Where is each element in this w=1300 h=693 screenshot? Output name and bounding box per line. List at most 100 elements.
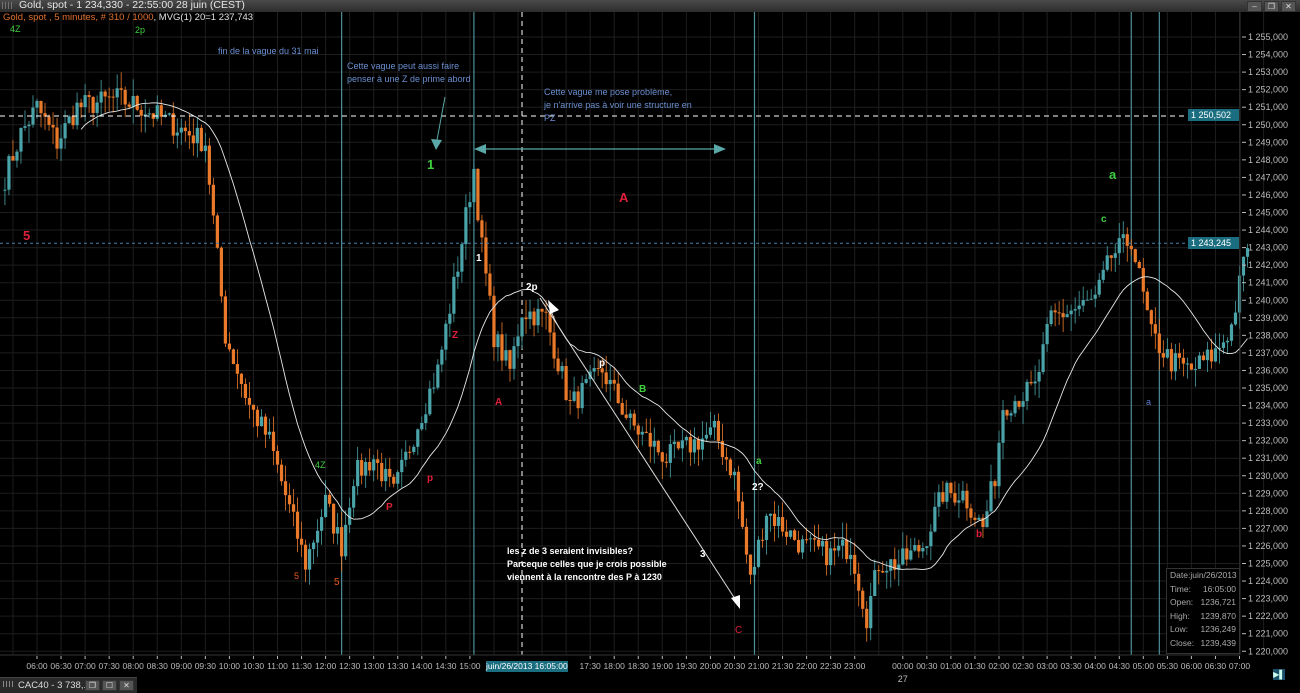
maximize-button[interactable]: ☐ xyxy=(102,680,117,691)
candle-up xyxy=(95,102,99,113)
x-tick-label: 06:00 xyxy=(26,661,48,671)
candle-down xyxy=(1153,324,1157,334)
candle-down xyxy=(11,156,15,161)
wave-label: 4Z xyxy=(315,460,326,470)
x-tick-label: 08:30 xyxy=(147,661,169,671)
candle-down xyxy=(817,539,821,547)
y-tick-label: 1 252,000 xyxy=(1248,85,1288,95)
window-title-bar: Gold, spot - 1 234,330 - 22:55:00 28 jui… xyxy=(0,0,1300,12)
candle-down xyxy=(881,571,885,573)
candle-up xyxy=(1065,314,1069,318)
x-axis: 06:00 06:30 07:00 07:30 08:00 08:30 09:00 09:30… xyxy=(0,654,1251,684)
annotation-line: les z de 3 seraient invisibles? xyxy=(507,546,634,556)
candle-up xyxy=(372,459,376,471)
candle-down xyxy=(287,495,292,505)
candle-down xyxy=(103,91,107,97)
candle-down xyxy=(1005,410,1009,416)
wave-label: b xyxy=(976,529,983,540)
x-tick-label: 22:00 xyxy=(796,661,818,671)
window-grip-icon[interactable] xyxy=(2,2,14,9)
window-grip-icon xyxy=(3,681,14,687)
candle-down xyxy=(368,461,372,471)
candle-up xyxy=(23,126,27,128)
x-tick-label: 06:30 xyxy=(1205,661,1227,671)
y-tick-label: 1 253,000 xyxy=(1248,67,1288,77)
candle-down xyxy=(207,145,211,185)
candle-up xyxy=(31,107,35,125)
x-tick-label: 19:30 xyxy=(676,661,698,671)
x-tick-label: 08:00 xyxy=(123,661,145,671)
candle-up xyxy=(1077,305,1081,310)
y-tick-label: 1 243,000 xyxy=(1248,243,1288,253)
candle-down xyxy=(480,220,484,238)
y-tick-label: 1 239,000 xyxy=(1248,313,1288,323)
close-button[interactable]: ✕ xyxy=(1281,1,1296,12)
candle-up xyxy=(63,123,67,139)
price-label-last: 1 243,245 xyxy=(1188,237,1239,249)
candle-up xyxy=(885,570,889,573)
candle-up xyxy=(384,468,388,482)
close-button[interactable]: ✕ xyxy=(119,680,134,691)
candle-down xyxy=(187,131,191,136)
y-tick-label: 1 237,000 xyxy=(1248,348,1288,358)
x-tick-label: 19:00 xyxy=(652,661,674,671)
candle-down xyxy=(219,247,223,297)
candle-down xyxy=(1145,291,1149,311)
scroll-to-end-button[interactable]: ▶▌ xyxy=(1273,669,1285,680)
candle-up xyxy=(869,596,873,629)
candle-up xyxy=(400,459,404,473)
candle-down xyxy=(251,404,256,410)
candle-down xyxy=(79,102,83,108)
candle-up xyxy=(267,431,272,435)
candle-down xyxy=(548,312,552,333)
candle-up xyxy=(1013,401,1017,414)
candle-up xyxy=(7,156,11,190)
candle-up xyxy=(800,539,805,553)
candle-down xyxy=(552,332,556,359)
taskbar-item-label: CAC40 - 3 738,... xyxy=(18,680,92,691)
candle-down xyxy=(340,527,344,557)
candle-down xyxy=(1209,349,1214,362)
candle-down xyxy=(969,508,973,518)
y-tick-label: 1 254,000 xyxy=(1248,50,1288,60)
candle-down xyxy=(127,104,131,107)
candle-down xyxy=(376,459,380,463)
candle-up xyxy=(404,451,408,460)
candle-down xyxy=(825,540,829,566)
candle-up xyxy=(307,549,312,570)
annotation-line: Parceque celles que je crois possible xyxy=(507,559,667,569)
annotation-note: Cette vague me pose problème, je n'arriv… xyxy=(544,86,692,125)
restore-button[interactable]: ❐ xyxy=(85,680,100,691)
x-tick-label: 13:30 xyxy=(387,661,409,671)
candle-up xyxy=(1241,256,1246,276)
candle-up xyxy=(416,429,420,447)
candle-up xyxy=(1121,234,1125,239)
candle-up xyxy=(35,100,39,108)
y-tick-label: 1 225,000 xyxy=(1248,559,1288,569)
candle-down xyxy=(917,545,921,552)
restore-button[interactable]: ❐ xyxy=(1264,1,1279,12)
x-tick-label: 15:00 xyxy=(459,661,481,671)
x-tick-label: 00:30 xyxy=(916,661,938,671)
candle-down xyxy=(877,570,881,572)
candle-down xyxy=(211,184,215,216)
wave-label: 2p xyxy=(135,25,146,35)
annotation-line: Cette vague me pose problème, xyxy=(544,87,673,97)
candle-up xyxy=(420,422,424,430)
taskbar-item-cac40[interactable]: CAC40 - 3 738,... ❐ ☐ ✕ xyxy=(0,677,137,693)
candle-up xyxy=(1229,324,1234,341)
minimize-button[interactable]: – xyxy=(1247,1,1262,12)
candle-up xyxy=(203,145,207,152)
candle-up xyxy=(428,388,432,415)
candle-up xyxy=(1245,248,1250,257)
candle-up xyxy=(977,517,981,520)
candle-down xyxy=(792,530,797,540)
info-row: High: 1239,870 xyxy=(1167,610,1239,624)
x-tick-label: 07:00 xyxy=(1229,661,1251,671)
x-tick-label: 11:00 xyxy=(267,661,288,671)
wave-label: A xyxy=(619,190,629,205)
candle-up xyxy=(99,91,103,103)
wave-label: a xyxy=(756,456,762,467)
candle-down xyxy=(215,215,219,248)
